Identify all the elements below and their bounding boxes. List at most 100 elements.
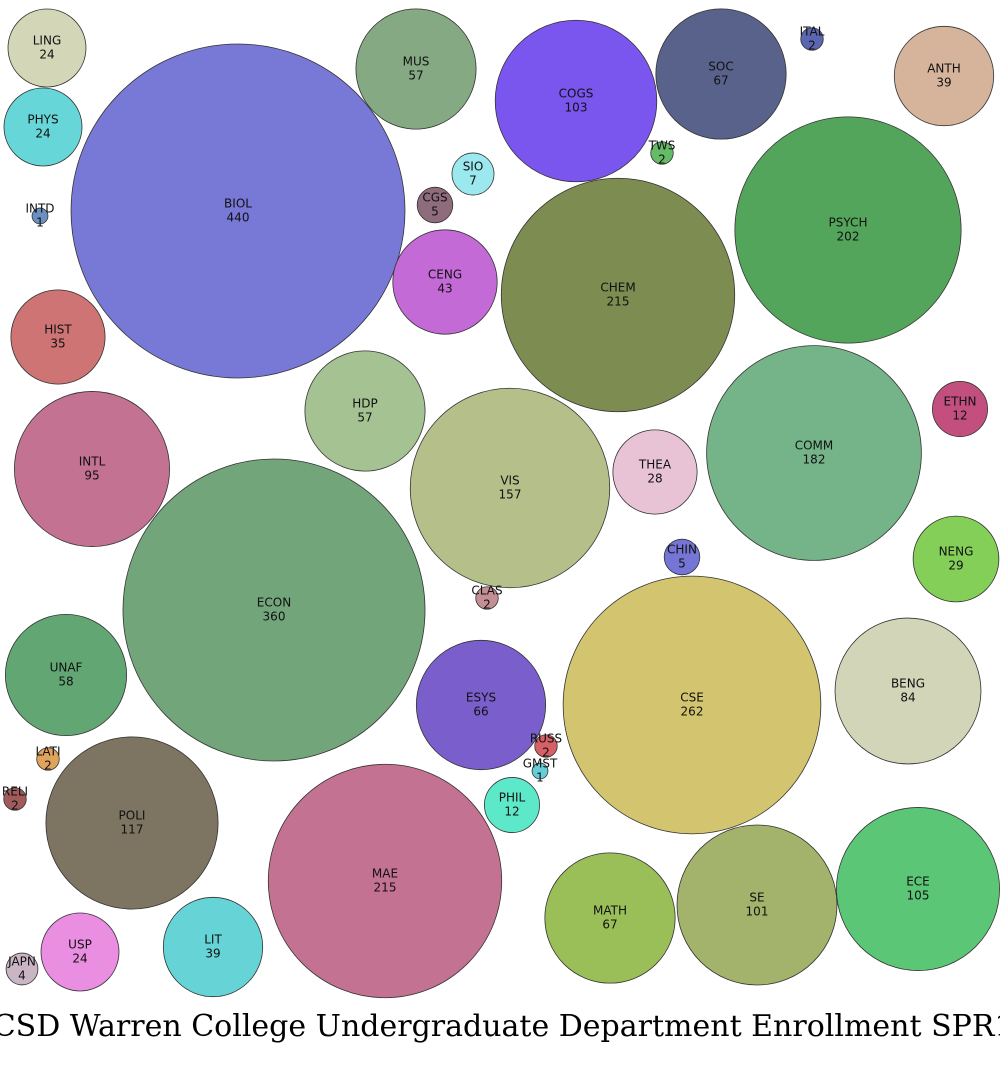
bubble-value: 39 xyxy=(936,76,951,90)
bubble-value: 35 xyxy=(50,337,65,351)
bubble-label: CHEM xyxy=(600,281,635,295)
bubble-value: 5 xyxy=(678,557,686,571)
bubble-label: COMM xyxy=(795,439,834,453)
bubble-value: 5 xyxy=(431,205,439,219)
bubble-value: 66 xyxy=(473,705,488,719)
bubble-label: INTD xyxy=(25,202,54,216)
bubble xyxy=(409,387,611,589)
bubble xyxy=(45,736,219,910)
bubble xyxy=(734,116,962,344)
bubble-label: LIT xyxy=(204,933,222,947)
bubble-value: 262 xyxy=(681,705,704,719)
bubble-label: SE xyxy=(749,891,764,905)
bubble xyxy=(912,515,1000,603)
bubble xyxy=(355,8,477,130)
bubble xyxy=(267,763,503,999)
bubble-label: BIOL xyxy=(224,197,252,211)
bubble xyxy=(834,617,982,765)
bubble-value: 67 xyxy=(713,74,728,88)
bubble-label: PHYS xyxy=(27,113,58,127)
bubble-label: CGS xyxy=(422,191,447,205)
bubble xyxy=(500,177,736,413)
bubble xyxy=(544,852,676,984)
bubble xyxy=(484,777,540,833)
bubble xyxy=(663,538,701,576)
bubble xyxy=(40,912,120,992)
bubble-value: 202 xyxy=(837,230,860,244)
bubble-label: VIS xyxy=(500,474,519,488)
bubble-label: COGS xyxy=(559,87,594,101)
bubble xyxy=(562,575,822,835)
bubble-label: TWS xyxy=(648,139,676,153)
bubble-label: PHIL xyxy=(499,791,526,805)
bubble-label: ETHN xyxy=(944,395,977,409)
bubble-value: 1 xyxy=(536,771,544,785)
bubble xyxy=(893,25,995,127)
bubble-label: ECON xyxy=(257,596,291,610)
bubble xyxy=(416,186,454,224)
bubble-value: 2 xyxy=(808,39,816,53)
bubble-value: 360 xyxy=(263,610,286,624)
bubble-value: 84 xyxy=(900,691,915,705)
bubble-label: UNAF xyxy=(50,661,83,675)
bubble-label: PSYCH xyxy=(829,216,868,230)
bubble-label: LATI xyxy=(35,745,60,759)
bubble-value: 2 xyxy=(11,799,19,813)
bubble-value: 12 xyxy=(952,409,967,423)
bubble xyxy=(36,747,60,771)
bubble xyxy=(531,762,549,780)
bubble-label: CSE xyxy=(680,691,704,705)
bubble-value: 24 xyxy=(39,48,54,62)
bubble xyxy=(932,381,988,437)
bubble-value: 2 xyxy=(483,598,491,612)
bubble xyxy=(475,586,499,610)
bubble-label: ESYS xyxy=(466,691,496,705)
bubble-label: NENG xyxy=(939,545,974,559)
bubble xyxy=(3,87,83,167)
bubble xyxy=(14,391,170,547)
bubble-label: MUS xyxy=(403,55,430,69)
bubble xyxy=(494,19,658,183)
bubble-label: BENG xyxy=(891,677,925,691)
bubble-label: CENG xyxy=(428,268,462,282)
bubble xyxy=(534,734,558,758)
bubble xyxy=(31,207,49,225)
bubble-value: 440 xyxy=(227,211,250,225)
bubble xyxy=(706,345,922,561)
bubble xyxy=(7,8,87,88)
bubble-value: 182 xyxy=(803,453,826,467)
bubble xyxy=(676,824,838,986)
bubble-value: 4 xyxy=(18,969,26,983)
bubble-value: 2 xyxy=(44,759,52,773)
bubble-value: 215 xyxy=(607,295,630,309)
bubble-label: RELI xyxy=(2,785,28,799)
bubble-value: 157 xyxy=(499,488,522,502)
bubble-label: SIO xyxy=(463,160,484,174)
bubble-value: 28 xyxy=(647,472,662,486)
bubble-label: RUSS xyxy=(530,732,562,746)
bubble xyxy=(4,613,128,737)
bubble xyxy=(415,639,547,771)
bubble-value: 2 xyxy=(658,153,666,167)
bubble xyxy=(122,458,426,762)
bubble-label: JAPN xyxy=(7,955,36,969)
chart-title: UCSD Warren College Undergraduate Depart… xyxy=(0,1009,1000,1044)
bubble xyxy=(612,429,698,515)
bubble xyxy=(10,289,106,385)
bubble-label: SOC xyxy=(708,60,733,74)
bubble xyxy=(70,43,406,379)
bubble-value: 58 xyxy=(58,675,73,689)
bubble xyxy=(655,8,787,140)
bubble xyxy=(650,141,674,165)
bubble-value: 43 xyxy=(437,282,452,296)
bubble-label: ITAL xyxy=(800,25,825,39)
bubble-value: 57 xyxy=(357,411,372,425)
bubble-label: MATH xyxy=(593,904,627,918)
bubble-label: POLI xyxy=(119,809,146,823)
bubble-label: CLAS xyxy=(471,584,502,598)
bubble-value: 24 xyxy=(35,127,50,141)
bubble-label: USP xyxy=(68,938,92,952)
bubble-value: 101 xyxy=(746,905,769,919)
